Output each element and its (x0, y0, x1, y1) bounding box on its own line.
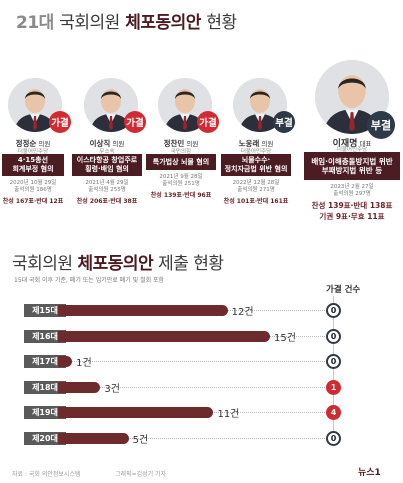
row-guide (58, 386, 333, 388)
turnout-text: 출석의원 251명 (162, 181, 200, 187)
passed-column-header: 가결 건수 (326, 285, 361, 295)
value-label: 12건 (231, 307, 254, 318)
passed-count-circle: 1 (326, 379, 341, 395)
person-name: 정찬민 의원 (163, 139, 199, 148)
person-name-text: 이재명 (332, 139, 358, 149)
section-title-bold: 체포동의안 (77, 254, 154, 274)
submission-bar (58, 330, 270, 342)
row-guide (58, 361, 333, 362)
passed-count-circle: 0 (326, 354, 341, 369)
person-party: 국민의힘 (170, 149, 192, 155)
charge-box: 배임·이해충돌방지법 위반 부패방지법 위반 등 (304, 152, 400, 180)
charge-box: 뇌물수수· 정치자금법 위반 혐의 (221, 154, 291, 176)
charge-box: 특가법상 뇌물 혐의 (146, 154, 216, 170)
category-label: 제17대 (24, 355, 66, 368)
value-label: 5건 (132, 434, 149, 446)
value-label: 1건 (76, 358, 92, 369)
person-name: 이재명 대표 (332, 139, 372, 149)
result-badge: 부결 (273, 111, 295, 133)
result-badge: 부결 (367, 111, 395, 139)
passed-count-circle: 0 (326, 328, 341, 344)
value-label: 3건 (104, 383, 120, 395)
title-mid: 국회의원 (59, 13, 120, 33)
charge-box: 4·15총선 회계부정 혐의 (2, 154, 64, 176)
vote-result-text: 찬성 139표·반대 96표 (150, 192, 212, 199)
category-label: 제19대 (24, 406, 66, 419)
row-guide (58, 437, 333, 439)
person-party: 더불어민주당 (240, 149, 272, 155)
submission-bar (58, 407, 214, 418)
credit-note: 그래픽=김성기 기자 (115, 471, 167, 478)
person-name: 노웅래 의원 (238, 139, 274, 148)
result-badge: 가결 (124, 111, 146, 133)
vote-result-text: 찬성 167표·반대 12표 (2, 198, 64, 205)
vote-result-text: 찬성 139표·반대 138표 (311, 201, 393, 210)
passed-count-circle: 4 (326, 405, 341, 420)
turnout-text: 출석의원 186명 (14, 187, 52, 193)
result-badge: 가결 (197, 111, 219, 133)
chart-subtitle: 15대 국회 이후 기준, 폐기 또는 임기만료 폐기 및 철회 포함 (14, 277, 165, 284)
person-party: 더불어민주당 (336, 147, 368, 153)
section-title-pre: 국회의원 (12, 254, 73, 274)
category-label: 제20대 (24, 431, 66, 445)
vote-date: 2021년 9월 28일 (159, 174, 203, 180)
title-tail: 현황 (206, 13, 237, 33)
vote-date: 2023년 2월 27일 (330, 184, 374, 190)
portrait-5-image (315, 60, 389, 134)
submission-bar (58, 432, 129, 444)
value-label: 15건 (274, 332, 296, 344)
news-logo: 뉴스1 (358, 468, 381, 478)
person-name: 이상직 의원 (89, 139, 125, 148)
person-name-text: 이상직 (89, 139, 111, 148)
vote-date: 2021년 4월 29일 (85, 180, 129, 186)
charge-box: 이스타항공 창업주로 횡령·배임 혐의 (72, 154, 142, 176)
submission-bar (58, 305, 228, 316)
turnout-text: 출석의원 297명 (333, 191, 371, 197)
portrait-1-image (8, 78, 62, 132)
person-name-text: 정찬민 (163, 139, 185, 148)
vote-result-text-2: 기권 9표·무효 11표 (319, 212, 385, 221)
category-label: 제18대 (24, 380, 66, 394)
category-label: 제15대 (24, 304, 66, 317)
page-title: 21대 국회의원 체포동의안 현황 (16, 8, 237, 33)
vote-result-text: 찬성 206표·반대 38표 (76, 198, 138, 205)
submission-bar (58, 381, 101, 393)
vote-result-text: 찬성 101표·반대 161표 (223, 198, 289, 205)
value-label: 11건 (217, 409, 240, 420)
source-note: 자료 : 국회 의안정보시스템 (12, 471, 81, 478)
vote-date: 2020년 10월 29일 (9, 180, 57, 186)
turnout-text: 출석의원 255명 (88, 187, 126, 193)
section-title-post: 제출 현황 (158, 254, 224, 274)
person-party: 무소속 (99, 149, 115, 155)
passed-count-circle: 0 (326, 430, 341, 446)
category-label: 제16대 (24, 329, 66, 343)
person-name: 정정순 의원 (15, 139, 51, 148)
section-title: 국회의원 체포동의안 제출 현황 (12, 249, 224, 274)
title-num: 21대 (16, 13, 54, 33)
turnout-text: 출석의원 271명 (237, 187, 275, 193)
passed-count-circle: 0 (326, 303, 341, 318)
result-badge: 가결 (49, 111, 71, 133)
submission-bar (58, 356, 73, 367)
person-party: 더불어민주당 (17, 149, 49, 155)
vote-date: 2022년 12월 28일 (232, 180, 280, 186)
person-name-text: 정정순 (15, 139, 37, 148)
title-bold: 체포동의안 (125, 13, 201, 33)
person-name-text: 노웅래 (238, 139, 260, 148)
